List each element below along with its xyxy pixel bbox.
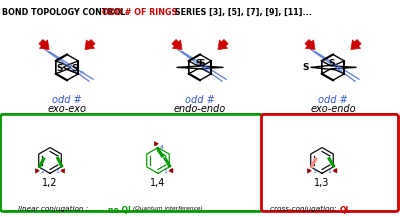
Text: odd #: odd #	[185, 95, 215, 105]
Text: n: n	[205, 66, 209, 71]
Text: odd #: odd #	[318, 95, 348, 105]
Text: S: S	[328, 59, 335, 68]
Text: 1: 1	[55, 169, 59, 174]
Text: 1,3: 1,3	[314, 178, 330, 188]
Text: (Quantum interference): (Quantum interference)	[131, 206, 203, 211]
Text: cross-conjugation:: cross-conjugation:	[270, 206, 339, 212]
Text: 1,4: 1,4	[150, 178, 166, 188]
Text: 1: 1	[163, 169, 167, 174]
Text: linear conjugation :: linear conjugation :	[18, 206, 90, 212]
Text: QI: QI	[340, 206, 349, 215]
Text: endo-endo: endo-endo	[174, 104, 226, 114]
Text: n: n	[80, 70, 84, 75]
Text: S: S	[56, 64, 62, 73]
Text: SERIES [3], [5], [7], [9], [11]...: SERIES [3], [5], [7], [9], [11]...	[172, 8, 312, 17]
Text: odd #: odd #	[52, 95, 82, 105]
Text: S: S	[303, 63, 309, 72]
FancyBboxPatch shape	[0, 114, 262, 211]
Text: BOND TOPOLOGY CONTROL:: BOND TOPOLOGY CONTROL:	[2, 8, 132, 17]
Text: 3: 3	[313, 169, 317, 174]
Text: 1,2: 1,2	[42, 178, 58, 188]
Text: no QI: no QI	[108, 206, 131, 215]
Text: S: S	[72, 64, 78, 73]
Text: 2: 2	[41, 169, 45, 174]
FancyBboxPatch shape	[262, 114, 398, 211]
Text: exo-exo: exo-exo	[48, 104, 86, 114]
Text: n: n	[338, 67, 342, 72]
Text: ODD # OF RINGS: ODD # OF RINGS	[102, 8, 177, 17]
Text: S: S	[198, 59, 204, 68]
Text: 1: 1	[327, 169, 331, 174]
Text: 4: 4	[160, 145, 164, 150]
Text: S: S	[196, 59, 202, 68]
Text: exo-endo: exo-endo	[310, 104, 356, 114]
